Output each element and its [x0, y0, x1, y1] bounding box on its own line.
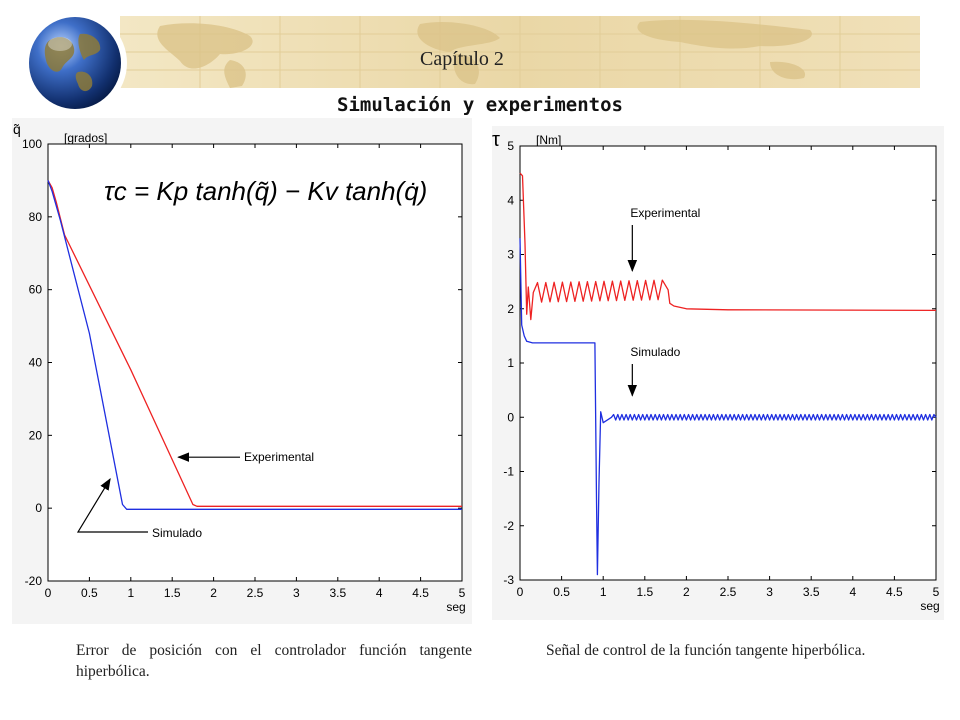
y-tick-label: -20 [25, 574, 43, 588]
x-tick-label: 4.5 [886, 585, 903, 599]
equation-label: τc = Kp tanh(q̃) − Kv tanh(q̇) [104, 176, 427, 206]
y-tick-label: 80 [29, 210, 43, 224]
y-tick-label: 40 [29, 356, 43, 370]
x-tick-label: 5 [459, 586, 466, 600]
y-axis-unit: [grados] [64, 131, 107, 145]
annotation-simulado: Simulado [152, 526, 202, 540]
globe-icon [23, 11, 127, 115]
x-tick-label: 0 [45, 586, 52, 600]
y-tick-label: 20 [29, 428, 43, 442]
x-tick-label: 3.5 [329, 586, 346, 600]
x-tick-label: 0 [517, 585, 524, 599]
x-tick-label: 2 [210, 586, 217, 600]
y-tick-label: 0 [507, 410, 514, 424]
x-axis-label: seg [920, 599, 939, 613]
series-line-simulado [47, 180, 462, 510]
position-error-chart: 0 0.5 1 1.5 2 2.5 3 3.5 4 4.5 5100806040200-20seg[… [13, 121, 466, 614]
x-tick-label: 3.5 [803, 585, 820, 599]
series-line-simulado [519, 238, 937, 576]
x-tick-label: 5 [933, 585, 940, 599]
x-tick-label: 1 [600, 585, 607, 599]
y-tick-label: 3 [507, 248, 514, 262]
x-tick-label: 1.5 [636, 585, 653, 599]
y-tick-label: 60 [29, 283, 43, 297]
x-tick-label: 4 [376, 586, 383, 600]
annotation-arrow-simulado [76, 478, 148, 533]
y-tick-label: 5 [507, 139, 514, 153]
x-tick-label: 2.5 [247, 586, 264, 600]
series-line-experimental [47, 180, 462, 507]
x-tick-label: 4.5 [412, 586, 429, 600]
world-map-banner [120, 16, 920, 88]
x-tick-label: 2.5 [720, 585, 737, 599]
y-tick-label: 0 [35, 501, 42, 515]
y-tick-label: 4 [507, 193, 514, 207]
y-tick-label: -1 [503, 465, 514, 479]
y-tick-label: -2 [503, 519, 514, 533]
series-line-experimental [519, 172, 937, 321]
position-error-panel: 0 0.5 1 1.5 2 2.5 3 3.5 4 4.5 5 100 80 60 40 20 0 -20 seg[… [12, 118, 472, 624]
y-axis-symbol: q̃ [13, 121, 21, 137]
control-signal-panel: 0 0.5 1 1.5 2 2.5 3 3.5 4 4.5 5 5 4 3 2 1 0 -1 -2 -3 seg [Nm]… [492, 126, 944, 620]
x-tick-label: 3 [293, 586, 300, 600]
caption-control-signal: Señal de control de la función tangente … [546, 642, 866, 659]
y-tick-label: 2 [507, 302, 514, 316]
y-axis-unit: [Nm] [536, 133, 561, 147]
caption-position-error: Error de posición con el controlador fun… [76, 642, 472, 680]
y-tick-label: 100 [22, 137, 42, 151]
y-tick-label: -3 [503, 573, 514, 587]
x-tick-label: 4 [849, 585, 856, 599]
plot-area [519, 145, 937, 581]
annotation-simulado: Simulado [630, 345, 680, 359]
y-axis-symbol: τ [492, 129, 500, 151]
annotation-experimental: Experimental [630, 206, 700, 220]
annotation-experimental: Experimental [244, 450, 314, 464]
x-tick-label: 0.5 [553, 585, 570, 599]
plot-area [47, 143, 463, 582]
x-tick-label: 0.5 [81, 586, 98, 600]
chapter-label: Capítulo 2 [420, 48, 504, 70]
slide-title: Simulación y experimentos [337, 94, 623, 116]
x-tick-label: 2 [683, 585, 690, 599]
y-tick-label: 1 [507, 356, 514, 370]
x-tick-label: 1.5 [164, 586, 181, 600]
x-axis-label: seg [446, 600, 465, 614]
x-tick-label: 1 [127, 586, 134, 600]
control-signal-chart: 0 0.5 1 1.5 2 2.5 3 3.5 4 4.5 5 5 4 3 2 1 0 -1 -2 -3 seg [Nm]… [492, 129, 940, 613]
x-tick-label: 3 [766, 585, 773, 599]
